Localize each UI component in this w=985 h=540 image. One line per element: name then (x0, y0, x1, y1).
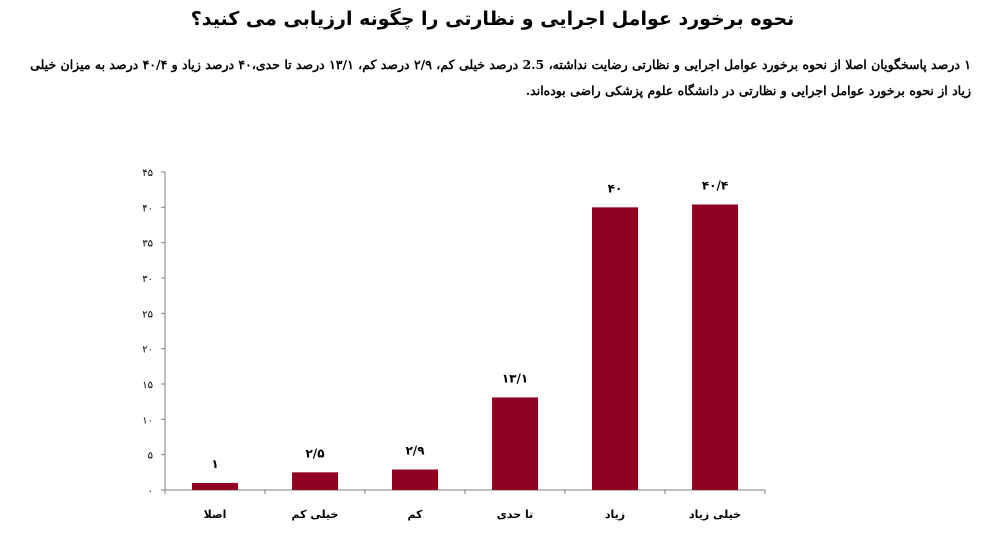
y-tick-label: ۱۰ (142, 415, 153, 426)
category-label: تا حدی (497, 508, 533, 521)
bar (292, 472, 338, 490)
y-tick-label: ۳۵ (142, 239, 153, 250)
data-label: ۲/۹ (405, 444, 425, 458)
y-tick-label: ۴۰ (142, 203, 153, 214)
y-tick-label: ۲۰ (142, 345, 153, 356)
bar (692, 204, 738, 491)
bar (192, 482, 238, 490)
y-tick-label: ۴۵ (142, 168, 153, 179)
data-label: ۲/۵ (305, 446, 324, 460)
category-label: خیلی زیاد (689, 508, 741, 521)
y-tick-label: ۰ (148, 486, 153, 497)
y-tick-label: ۱۵ (142, 380, 153, 391)
data-label: ۱ (211, 457, 218, 471)
bar (392, 469, 438, 490)
category-label: زیاد (605, 508, 625, 521)
page-title: نحوه برخورد عوامل اجرایی و نظارتی را چگو… (190, 8, 795, 30)
bar (492, 397, 538, 490)
y-tick-label: ۲۵ (142, 309, 153, 320)
category-label: خیلی کم (292, 508, 339, 521)
y-tick-label: ۳۰ (142, 274, 153, 285)
bar (592, 207, 638, 491)
page-description: ۱ درصد پاسخگویان اصلا از نحوه برخورد عوا… (30, 57, 971, 98)
category-label: کم (407, 508, 423, 521)
y-tick-label: ۵ (148, 451, 153, 462)
category-label: اصلا (204, 508, 227, 521)
data-label: ۴۰ (608, 181, 623, 195)
data-label: ۴۰/۴ (702, 179, 728, 193)
data-label: ۱۳/۱ (502, 371, 528, 385)
